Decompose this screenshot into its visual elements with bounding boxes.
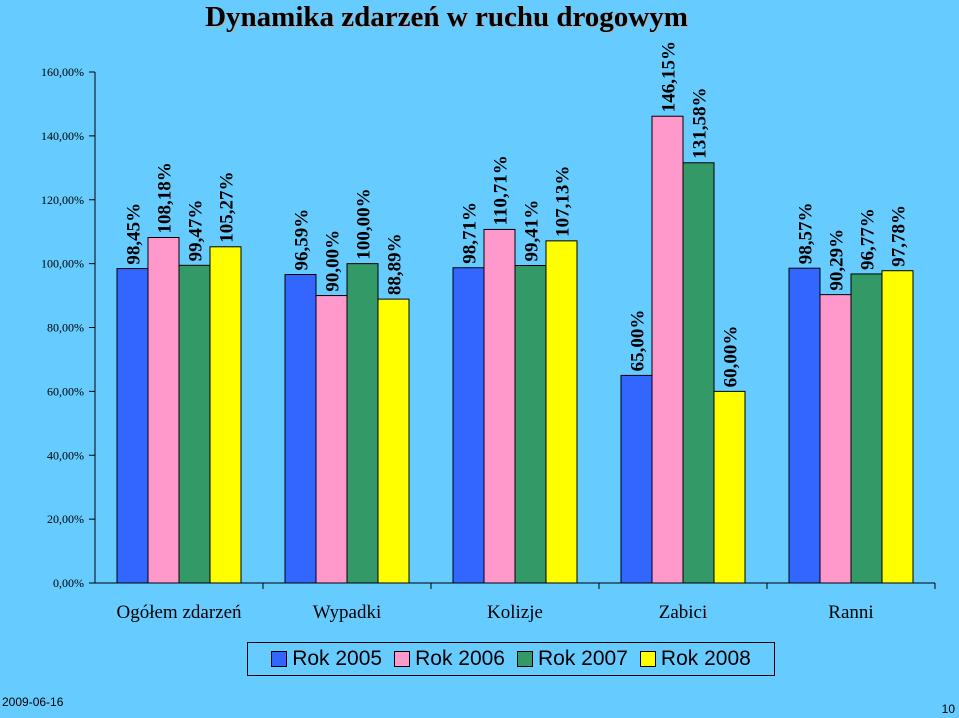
bar: [819, 294, 852, 584]
legend-swatch: [517, 651, 533, 667]
data-label: 96,59%: [292, 209, 313, 271]
legend-swatch: [639, 651, 656, 667]
data-label: 131,58%: [690, 88, 711, 159]
bar: [881, 270, 914, 584]
y-tick-label: 140,00%: [41, 129, 84, 143]
data-label: 100,00%: [354, 188, 375, 259]
page-number: 10: [941, 702, 955, 716]
bar: [209, 246, 242, 584]
data-label: 90,29%: [827, 229, 848, 291]
legend-label: Rok 2006: [415, 647, 505, 670]
legend-label: Rok 2008: [660, 647, 751, 670]
bar: [483, 228, 516, 584]
bar: [788, 267, 821, 584]
data-label: 90,00%: [323, 230, 344, 292]
y-tick-label: 20,00%: [47, 512, 84, 526]
x-category-label: Ranni: [828, 602, 873, 623]
data-label: 110,71%: [491, 155, 512, 225]
data-label: 146,15%: [659, 41, 680, 112]
bar: [651, 115, 684, 584]
legend-item: Rok 2005: [271, 647, 382, 671]
y-tick-label: 0,00%: [53, 576, 84, 590]
legend-item: Rok 2008: [639, 647, 751, 671]
legend-label: Rok 2005: [292, 647, 383, 670]
data-label: 99,41%: [522, 200, 543, 262]
bar: [452, 267, 485, 584]
x-category-label: Wypadki: [313, 602, 382, 623]
chart-title: Dynamika zdarzeń w ruchu drogowym: [205, 1, 688, 33]
bar: [682, 162, 715, 584]
bar: [545, 240, 578, 584]
bar: [346, 263, 379, 584]
footer-date: 2009-06-16: [2, 695, 64, 709]
data-label: 98,71%: [460, 202, 481, 264]
y-tick-label: 60,00%: [47, 384, 84, 398]
data-label: 88,89%: [385, 233, 406, 295]
legend: Rok 2005 Rok 2006 Rok 2007 Rok 2008: [247, 642, 775, 676]
x-category-label: Zabici: [659, 602, 708, 623]
bar-chart: 0,00% 20,00% 40,00% 60,00% 80,00% 100,00% 120,…: [41, 41, 936, 623]
legend-label: Rok 2007: [538, 647, 628, 670]
bar: [514, 265, 547, 584]
y-tick-label: 100,00%: [41, 257, 84, 271]
data-label: 60,00%: [721, 326, 742, 388]
bar: [850, 273, 883, 584]
data-label: 65,00%: [628, 310, 649, 372]
y-tick-label: 40,00%: [47, 448, 84, 462]
data-label: 107,13%: [553, 166, 574, 237]
bar: [377, 298, 410, 584]
y-tick-label: 160,00%: [41, 65, 84, 79]
x-category-label: Ogółem zdarzeń: [116, 602, 242, 623]
bar: [713, 390, 746, 584]
bar: [116, 268, 149, 584]
y-tick-label: 80,00%: [47, 321, 84, 335]
data-label: 108,18%: [155, 162, 176, 233]
bar: [315, 295, 348, 584]
bar: [178, 264, 211, 584]
legend-item: Rok 2006: [394, 647, 505, 671]
legend-item: Rok 2007: [517, 647, 628, 671]
data-label: 105,27%: [217, 172, 238, 243]
legend-swatch: [394, 651, 411, 667]
bar: [620, 374, 653, 584]
data-label: 99,47%: [186, 200, 207, 262]
bar: [284, 274, 317, 584]
x-category-label: Kolizje: [487, 602, 543, 623]
data-label: 96,77%: [858, 208, 879, 270]
data-label: 98,57%: [796, 202, 817, 264]
bar: [147, 237, 180, 584]
data-label: 97,78%: [889, 205, 910, 267]
legend-swatch: [271, 651, 288, 667]
data-label: 98,45%: [124, 203, 145, 265]
y-tick-label: 120,00%: [41, 193, 84, 207]
